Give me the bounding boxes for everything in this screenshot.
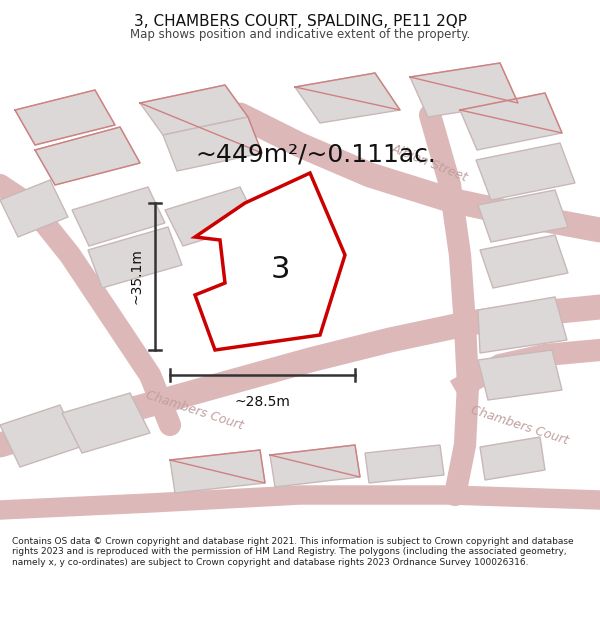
Text: 3: 3 (270, 256, 290, 284)
Polygon shape (460, 93, 562, 150)
Polygon shape (478, 297, 567, 353)
Text: ~28.5m: ~28.5m (234, 395, 290, 409)
Text: Chambers Court: Chambers Court (145, 388, 245, 432)
Polygon shape (295, 73, 400, 123)
Polygon shape (72, 187, 165, 246)
Polygon shape (480, 437, 545, 480)
Polygon shape (480, 235, 568, 288)
Text: 3, CHAMBERS COURT, SPALDING, PE11 2QP: 3, CHAMBERS COURT, SPALDING, PE11 2QP (133, 14, 467, 29)
Polygon shape (165, 187, 258, 246)
Text: Map shows position and indicative extent of the property.: Map shows position and indicative extent… (130, 28, 470, 41)
Polygon shape (270, 445, 360, 487)
Polygon shape (410, 63, 518, 117)
Polygon shape (170, 450, 265, 493)
Polygon shape (195, 173, 345, 350)
Text: Contains OS data © Crown copyright and database right 2021. This information is : Contains OS data © Crown copyright and d… (12, 537, 574, 567)
Polygon shape (15, 90, 115, 145)
Polygon shape (365, 445, 444, 483)
Polygon shape (35, 127, 140, 185)
Text: Chambers Court: Chambers Court (470, 403, 571, 447)
Polygon shape (88, 227, 182, 288)
Polygon shape (476, 143, 575, 200)
Polygon shape (0, 405, 80, 467)
Text: Albion Street: Albion Street (390, 142, 470, 184)
Polygon shape (62, 393, 150, 453)
Polygon shape (0, 180, 68, 237)
Polygon shape (140, 85, 248, 135)
Polygon shape (478, 190, 568, 242)
Polygon shape (478, 350, 562, 400)
Polygon shape (163, 117, 262, 171)
Text: ~449m²/~0.111ac.: ~449m²/~0.111ac. (195, 143, 436, 167)
Text: ~35.1m: ~35.1m (129, 248, 143, 304)
